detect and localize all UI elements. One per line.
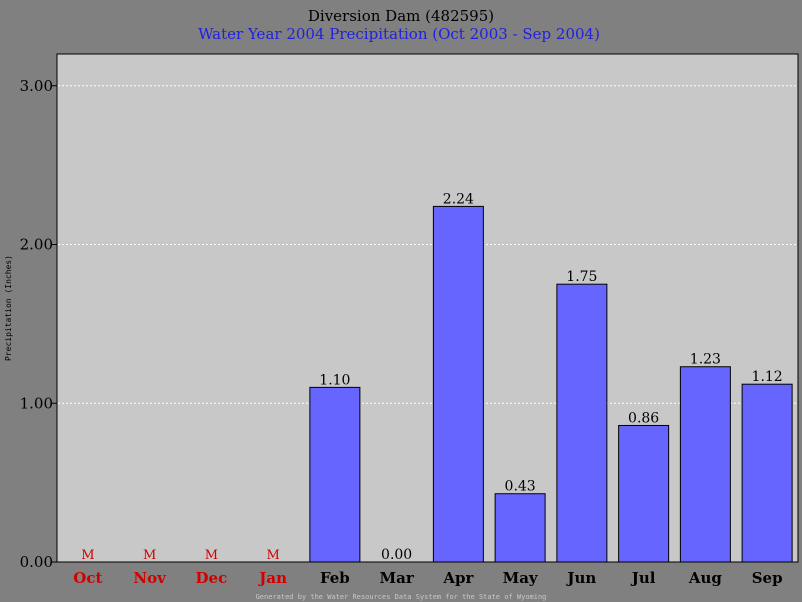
bar-sep [741, 383, 793, 563]
x-tick-label: Nov [133, 569, 167, 587]
x-tick-label: Jul [630, 569, 656, 587]
x-tick-label: Feb [320, 569, 350, 587]
missing-marker: M [205, 548, 218, 563]
y-tick-label: 2.00 [20, 236, 53, 254]
value-labels: M M M M 1.10 0.00 2.24 0.43 1.75 0.86 1.23 1.12 [81, 191, 782, 563]
x-tick-label: Jun [565, 569, 596, 587]
bar-jun [556, 283, 608, 563]
x-tick-label: Apr [442, 569, 474, 587]
missing-marker: M [143, 548, 156, 563]
y-tick-label: 3.00 [20, 77, 53, 95]
x-tick-label: Aug [688, 569, 723, 587]
value-label: 0.00 [381, 547, 412, 563]
x-tick-label: Sep [752, 569, 783, 587]
value-label: 0.86 [628, 410, 659, 426]
missing-marker: M [266, 548, 279, 563]
value-label: 0.43 [505, 479, 536, 495]
x-tick-label: Jan [257, 569, 287, 587]
bar-may [494, 493, 546, 563]
bar-feb [309, 386, 361, 563]
y-tick-label: 0.00 [20, 553, 53, 571]
plot-area [56, 53, 799, 563]
bar-aug [679, 366, 731, 563]
x-tick-label: Oct [73, 569, 102, 587]
gridlines [58, 85, 797, 404]
value-label: 2.24 [443, 191, 474, 207]
value-label: 1.23 [690, 352, 721, 368]
chart-title: Diversion Dam (482595) [308, 7, 494, 25]
y-tick-label: 1.00 [20, 394, 53, 412]
bar-jul [618, 424, 670, 563]
value-label: 1.10 [319, 372, 350, 388]
bar-apr [432, 205, 484, 563]
y-axis-ticks: 0.00 1.00 2.00 3.00 [20, 77, 57, 571]
x-tick-label: May [503, 569, 539, 587]
bars [309, 205, 793, 563]
x-axis-categories: Oct Nov Dec Jan Feb Mar Apr May Jun Jul Aug Sep [73, 569, 782, 587]
x-tick-label: Mar [380, 569, 415, 587]
footer-credit: Generated by the Water Resources Data Sy… [256, 593, 547, 601]
missing-marker: M [81, 548, 94, 563]
chart-subtitle: Water Year 2004 Precipitation (Oct 2003 … [198, 25, 600, 43]
value-label: 1.12 [752, 369, 783, 385]
value-label: 1.75 [566, 269, 597, 285]
x-tick-label: Dec [196, 569, 228, 587]
y-axis-label: Precipitation (Inches) [4, 255, 13, 361]
